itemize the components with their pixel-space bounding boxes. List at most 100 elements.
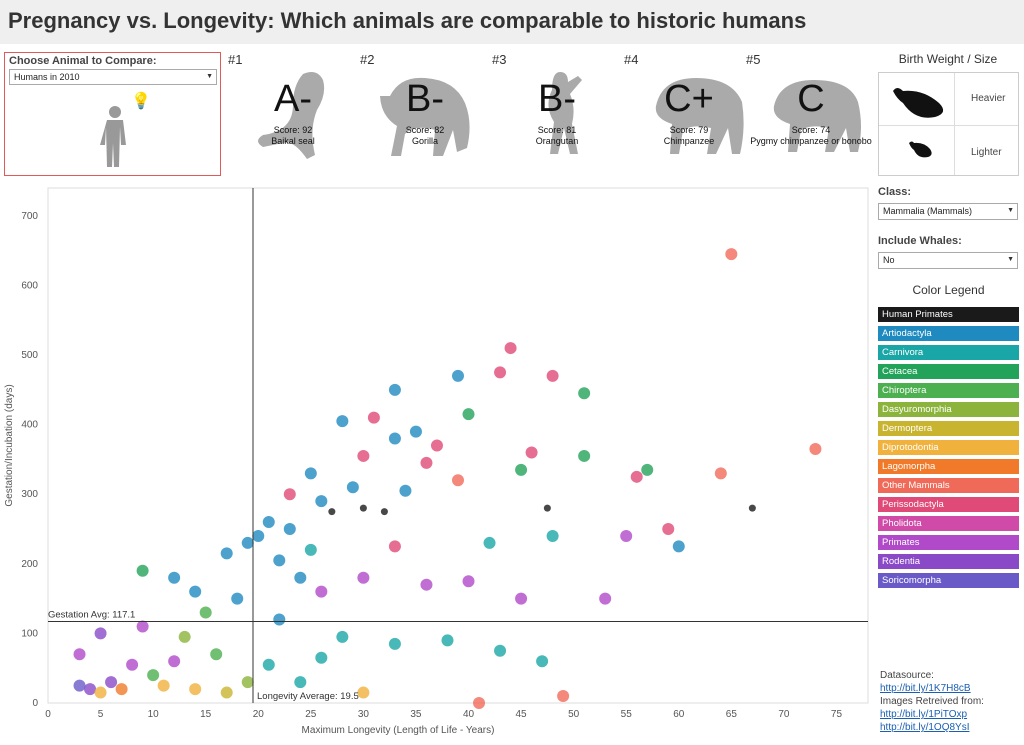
whales-select[interactable]: No ▼: [878, 252, 1018, 269]
x-tick-label: 10: [148, 709, 160, 720]
data-point: [357, 686, 370, 699]
data-point: [543, 504, 551, 512]
chevron-down-icon: ▼: [1007, 256, 1014, 263]
data-point: [189, 683, 202, 696]
whales-select-value: No: [883, 255, 895, 265]
data-point: [220, 686, 233, 699]
data-point: [494, 366, 507, 379]
data-point: [420, 578, 433, 591]
data-point: [620, 529, 633, 542]
data-point: [748, 504, 756, 512]
data-point: [252, 529, 265, 542]
data-point: [73, 679, 86, 692]
data-point: [273, 554, 286, 567]
longevity-average-label: Longevity Average: 19.5: [257, 691, 359, 702]
data-point: [73, 648, 86, 661]
compare-panel: Choose Animal to Compare: Humans in 2010…: [4, 52, 221, 176]
legend-item[interactable]: Dermoptera: [878, 421, 1019, 436]
datasource-link[interactable]: http://bit.ly/1K7H8cB: [880, 683, 971, 694]
legend-item[interactable]: Lagomorpha: [878, 459, 1019, 474]
data-point: [315, 651, 328, 664]
data-point: [231, 592, 244, 605]
data-point: [84, 683, 97, 696]
data-point: [241, 536, 254, 549]
birth-weight-hline: [879, 125, 1018, 126]
data-point: [462, 575, 475, 588]
legend-item[interactable]: Soricomorpha: [878, 573, 1019, 588]
rank-card-4: #4 C+ Score: 79 Chimpanzee: [624, 52, 754, 162]
y-axis-label: Gestation/Incubation (days): [4, 384, 15, 506]
rank-card-1: #1 A- Score: 92 Baikal seal: [228, 52, 358, 162]
legend-item[interactable]: Pholidota: [878, 516, 1019, 531]
lightbulb-icon: 💡: [131, 93, 151, 110]
data-point: [359, 504, 367, 512]
data-point: [725, 248, 738, 261]
animal-name: Orangutan: [535, 136, 579, 146]
images-link-2[interactable]: http://bit.ly/1OQ8YsI: [880, 722, 970, 733]
gestation-average-label: Gestation Avg: 117.1: [48, 610, 135, 621]
whale-large-icon: [893, 88, 944, 118]
chevron-down-icon: ▼: [206, 73, 213, 80]
data-point: [147, 669, 160, 682]
data-point: [336, 415, 349, 428]
data-point: [515, 463, 528, 476]
data-point: [283, 488, 296, 501]
compare-label: Choose Animal to Compare:: [9, 55, 157, 67]
data-point: [388, 383, 401, 396]
data-point: [409, 425, 422, 438]
y-tick-label: 700: [21, 211, 38, 222]
x-tick-label: 5: [98, 709, 104, 720]
data-point: [294, 571, 307, 584]
data-point: [462, 408, 475, 421]
class-select[interactable]: Mammalia (Mammals) ▼: [878, 203, 1018, 220]
data-point: [515, 592, 528, 605]
x-tick-label: 25: [305, 709, 317, 720]
data-point: [441, 634, 454, 647]
legend-item[interactable]: Human Primates: [878, 307, 1019, 322]
legend-item[interactable]: Chiroptera: [878, 383, 1019, 398]
legend-item[interactable]: Perissodactyla: [878, 497, 1019, 512]
x-tick-label: 20: [253, 709, 265, 720]
legend-title: Color Legend: [912, 283, 985, 297]
legend-item[interactable]: Artiodactyla: [878, 326, 1019, 341]
x-tick-label: 35: [410, 709, 422, 720]
legend-item[interactable]: Rodentia: [878, 554, 1019, 569]
data-point: [483, 536, 496, 549]
data-point: [262, 658, 275, 671]
grade-label: C+: [664, 78, 714, 120]
data-point: [136, 564, 149, 577]
legend-item[interactable]: Primates: [878, 535, 1019, 550]
x-tick-label: 40: [463, 709, 475, 720]
x-tick-label: 30: [358, 709, 370, 720]
images-link-1[interactable]: http://bit.ly/1PiTOxp: [880, 709, 968, 720]
score-label: Score: 74: [791, 125, 831, 135]
legend-item[interactable]: Other Mammals: [878, 478, 1019, 493]
data-point: [168, 571, 181, 584]
compare-select[interactable]: Humans in 2010 ▼: [9, 69, 217, 85]
data-point: [504, 342, 517, 355]
legend-item[interactable]: Cetacea: [878, 364, 1019, 379]
legend-item[interactable]: Dasyuromorphia: [878, 402, 1019, 417]
data-point: [452, 474, 464, 487]
data-point: [241, 676, 254, 689]
x-tick-label: 70: [778, 709, 790, 720]
data-point: [357, 449, 370, 462]
data-point: [546, 369, 559, 382]
data-point: [346, 481, 359, 494]
legend-item[interactable]: Diprotodontia: [878, 440, 1019, 455]
data-point: [94, 686, 107, 699]
orangutan-silhouette-icon: [548, 72, 582, 154]
score-label: Score: 82: [405, 125, 445, 135]
score-label: Score: 81: [537, 125, 577, 135]
grade-label: B-: [406, 78, 444, 120]
rank-number: #5: [746, 52, 761, 67]
human-silhouette-icon: [100, 106, 126, 167]
legend-item[interactable]: Carnivora: [878, 345, 1019, 360]
rank-number: #3: [492, 52, 507, 67]
animal-name: Gorilla: [411, 136, 438, 146]
data-point: [388, 540, 401, 553]
data-point: [315, 495, 328, 508]
score-label: Score: 92: [273, 125, 313, 135]
x-tick-label: 55: [621, 709, 633, 720]
x-tick-label: 45: [516, 709, 528, 720]
